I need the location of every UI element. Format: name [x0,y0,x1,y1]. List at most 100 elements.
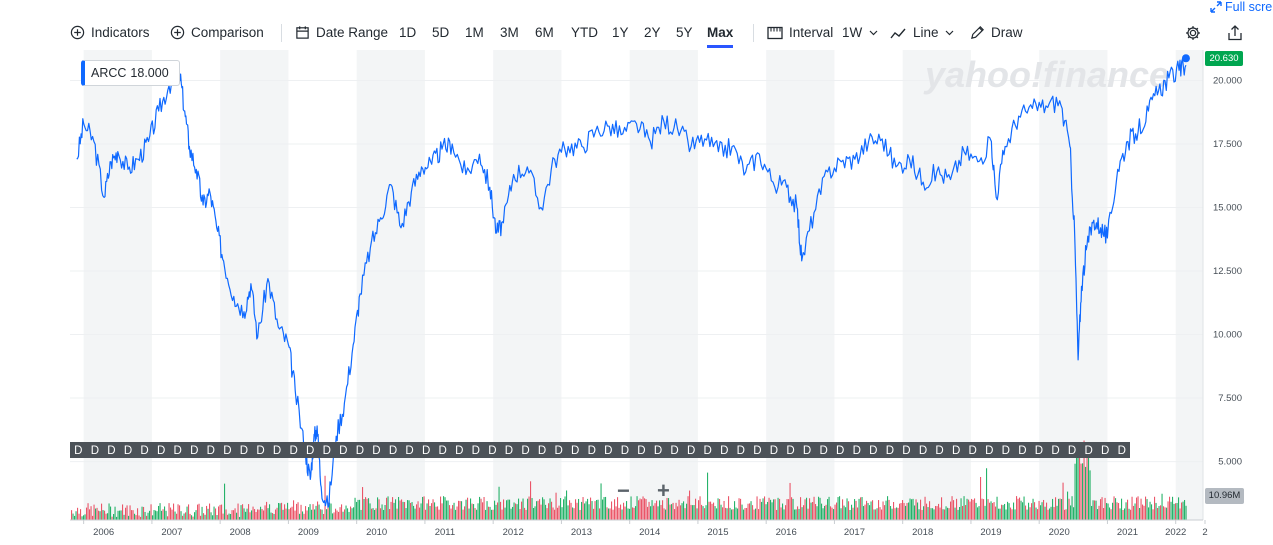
volume-bar [552,507,554,520]
volume-bar [444,497,446,520]
comparison-button[interactable]: Comparison [170,22,264,44]
volume-bar [284,504,286,520]
x-tick-label: 2008 [230,527,251,538]
volume-bar [71,510,73,520]
volume-bar [710,501,712,520]
volume-bar [917,502,919,520]
volume-bar [980,476,982,520]
zoom-in-button[interactable]: + [657,478,670,503]
draw-label: Draw [991,25,1023,40]
volume-bar [695,498,697,520]
volume-bar [264,505,266,520]
dividend-marker: D [405,445,413,457]
volume-bar [968,499,970,520]
toolbar-divider [281,24,282,42]
volume-bar [954,507,956,520]
volume-bar [111,516,113,520]
volume-bar [525,509,527,520]
range-1m[interactable]: 1M [465,25,484,40]
dividend-marker: D [604,445,612,457]
volume-bar [1151,504,1153,520]
volume-bar [906,503,908,520]
interval-dropdown[interactable]: Interval 1W [767,22,878,44]
settings-icon[interactable] [1184,24,1202,42]
volume-bar [557,507,559,520]
volume-bar [446,500,448,520]
volume-bar [573,508,575,520]
plus-circle-icon [170,25,185,40]
volume-bar [1146,499,1148,520]
range-ytd[interactable]: YTD [571,25,598,40]
volume-bar [969,501,971,520]
volume-bar [386,497,388,520]
volume-bar [1002,505,1004,520]
volume-bar [228,513,230,520]
range-1d[interactable]: 1D [399,25,417,40]
volume-bar [773,499,775,520]
volume-bar [237,503,239,520]
volume-bar [1094,500,1096,520]
volume-bar [449,505,451,520]
dividend-marker: D [174,445,182,457]
volume-bar [377,497,379,520]
volume-bar [1080,463,1082,520]
date-range-button[interactable]: Date Range [295,22,388,44]
volume-bar [161,510,163,520]
range-5y[interactable]: 5Y [676,25,693,40]
volume-bar [152,515,154,520]
fullscreen-button[interactable]: Full scre [1210,0,1272,14]
volume-bar [935,505,937,520]
volume-bar [864,504,866,520]
volume-bar [1098,505,1100,520]
range-max[interactable]: Max [707,22,734,48]
range-5d[interactable]: 5D [432,25,450,40]
volume-bar [836,502,838,520]
volume-bar [933,509,935,520]
volume-bar [1122,509,1124,520]
range-1y[interactable]: 1Y [612,25,629,40]
volume-bar [288,509,290,520]
volume-bar [120,510,122,520]
volume-bar [164,506,166,520]
volume-bar [1175,503,1177,520]
volume-bar [1148,507,1150,520]
volume-bar [665,509,667,520]
volume-bar [333,512,335,520]
volume-bar [1106,503,1108,520]
symbol-tag[interactable]: ARCC 18.000 [81,60,180,86]
volume-bar [270,512,272,520]
volume-bar [486,501,488,520]
indicators-button[interactable]: Indicators [70,22,150,44]
volume-bar [216,515,218,520]
volume-bar [1088,445,1090,520]
volume-bar [278,502,280,520]
y-tick-label: 7.500 [1218,393,1242,404]
range-3m[interactable]: 3M [500,25,519,40]
volume-bar [126,505,128,520]
draw-button[interactable]: Draw [970,22,1023,44]
volume-bar [572,507,574,520]
volume-bar [119,510,121,520]
range-2y[interactable]: 2Y [644,25,661,40]
volume-bar [1070,505,1072,520]
volume-bar [971,498,973,520]
volume-bar [165,510,167,520]
volume-bar [618,507,620,520]
volume-bar [1116,502,1118,520]
dividend-marker: D [223,445,231,457]
dividend-marker: D [538,445,546,457]
volume-bar [732,509,734,520]
share-icon[interactable] [1226,24,1244,42]
volume-bar [441,503,443,520]
volume-bar [350,506,352,520]
chart-type-dropdown[interactable]: Line [890,22,954,44]
volume-bar [450,508,452,520]
volume-bar [1005,509,1007,520]
volume-bar [1170,501,1172,520]
volume-bar [174,511,176,520]
zoom-out-button[interactable]: − [617,478,630,503]
volume-bar [134,513,136,520]
range-6m[interactable]: 6M [535,25,554,40]
